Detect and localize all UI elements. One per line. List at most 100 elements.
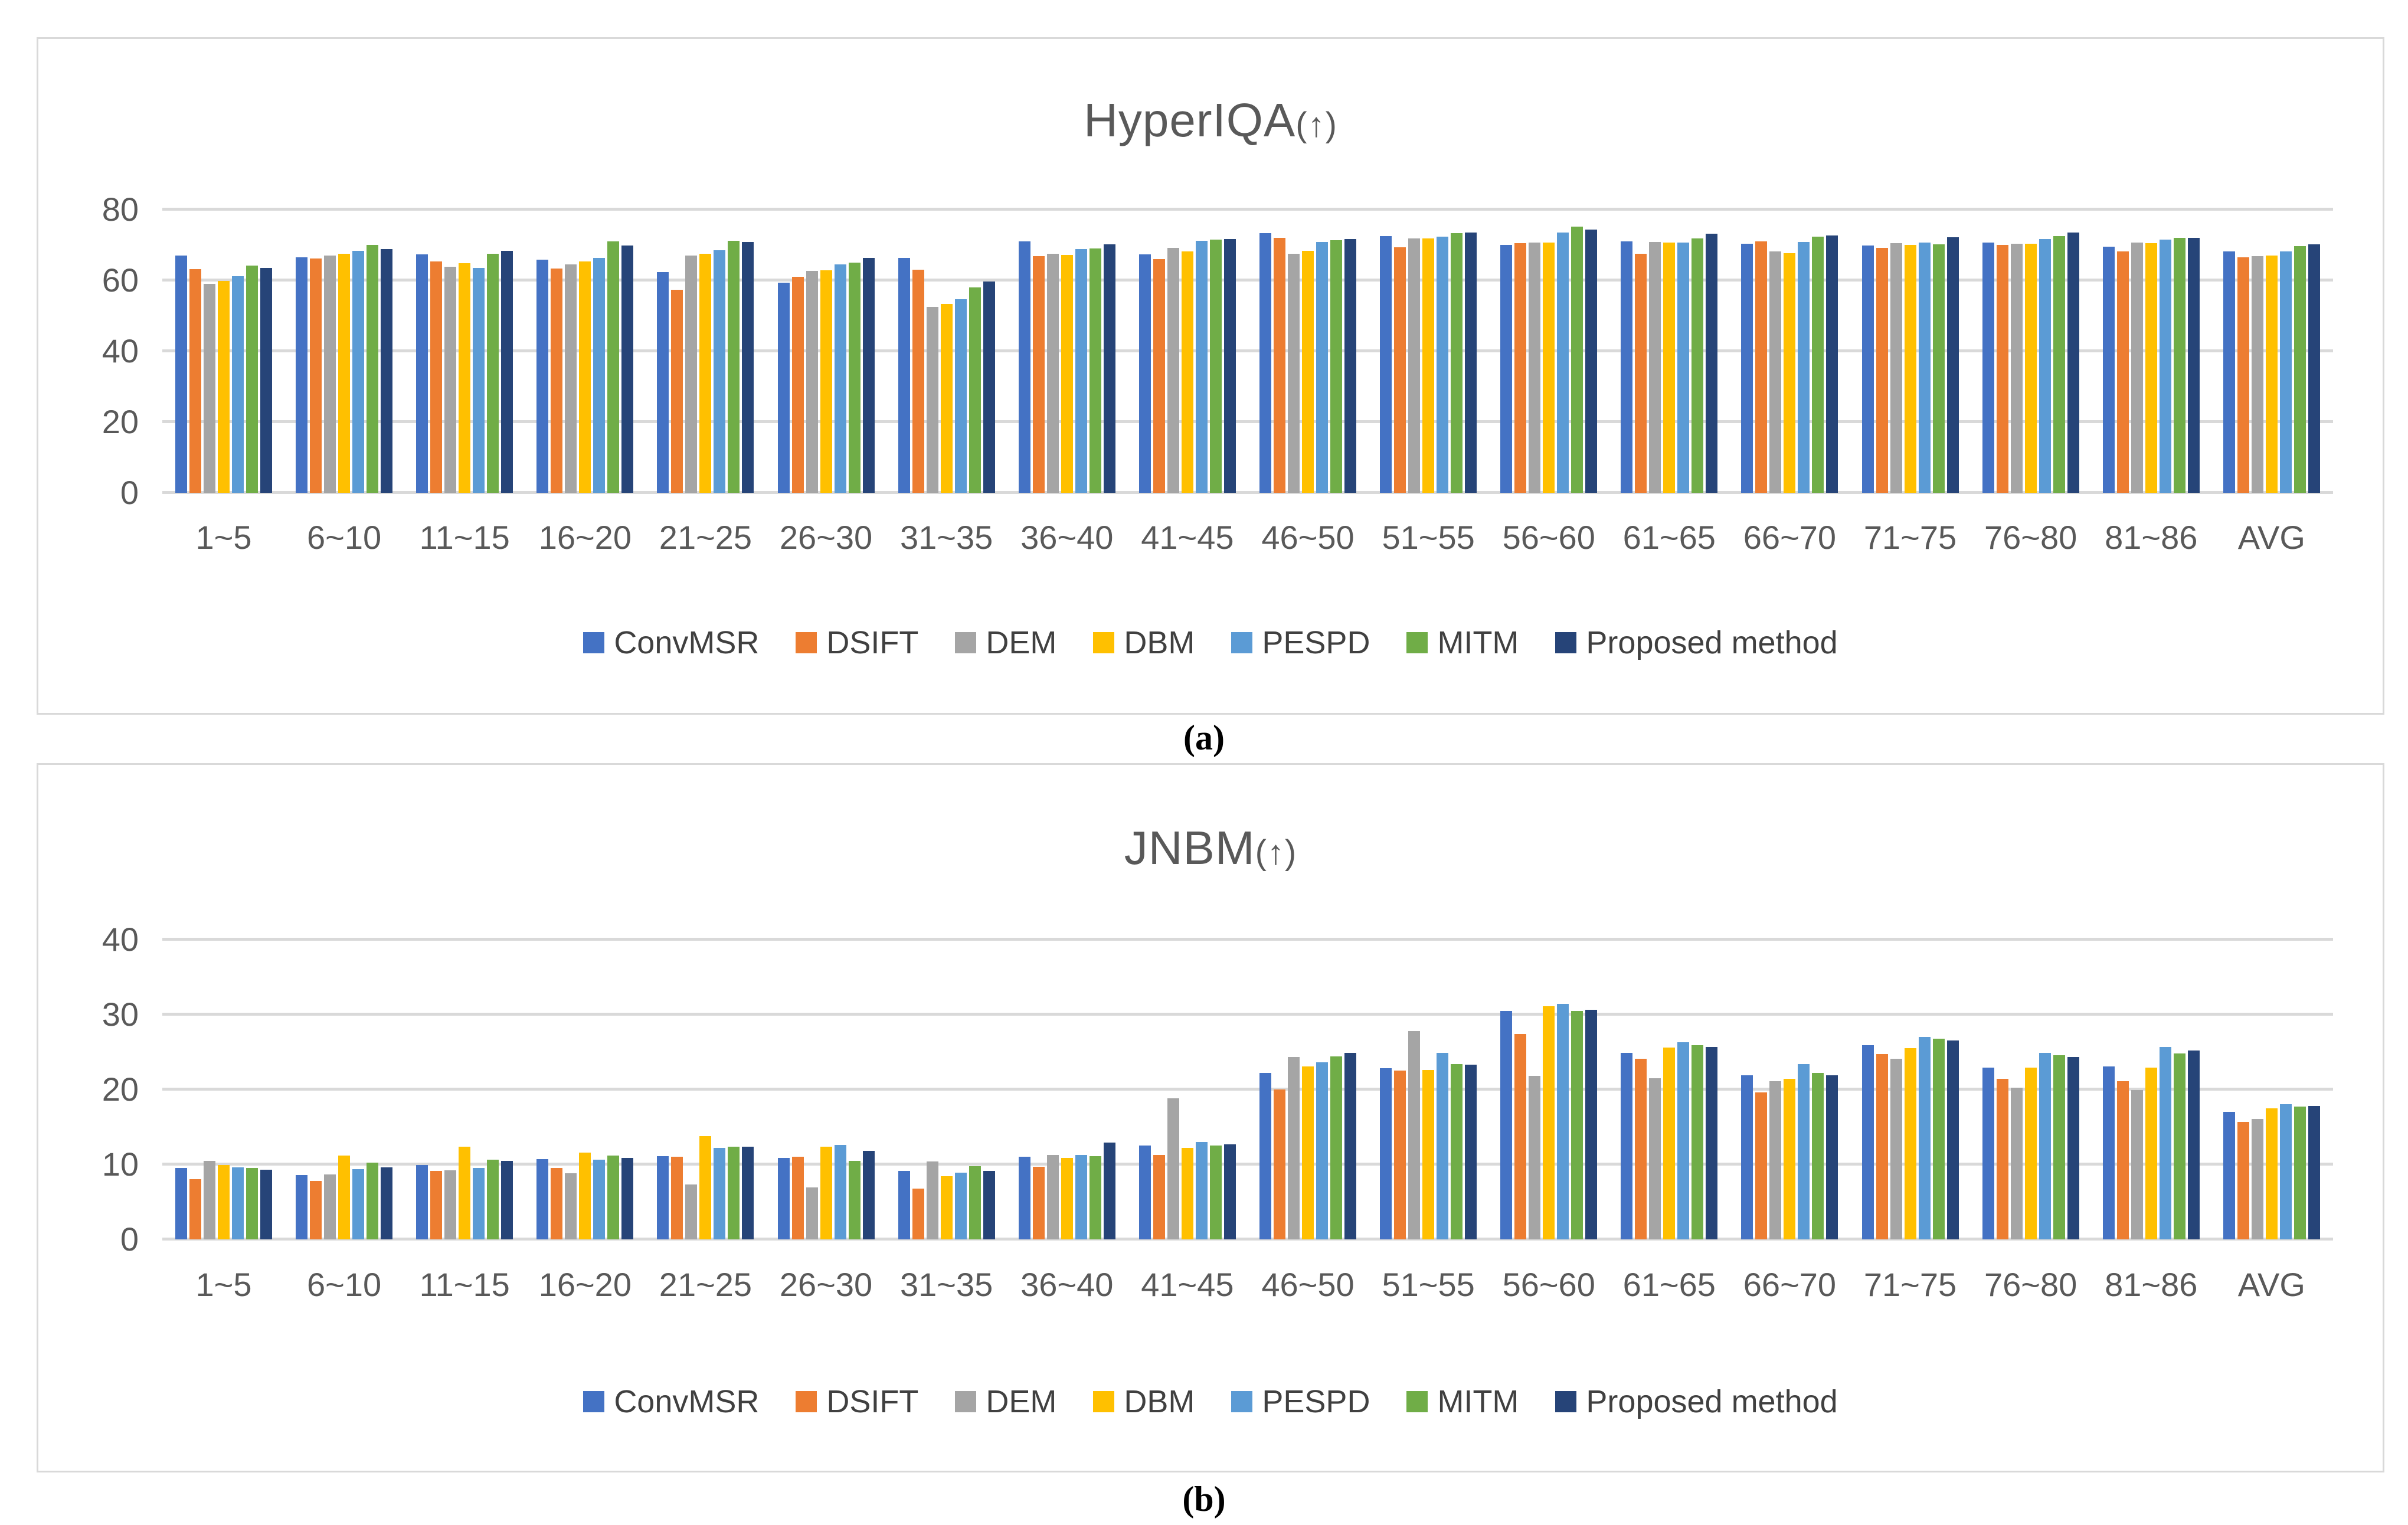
bar [954,1172,967,1239]
x-tick-label: 16~20 [538,1266,632,1303]
legend-label: Proposed method [1586,1384,1838,1419]
legend-item-proposed-method: Proposed method [1555,1383,1838,1420]
bar [1273,238,1285,493]
x-label-slot: 6~10 [296,1265,392,1304]
x-tick-label: 1~5 [195,519,252,556]
x-tick-label: 6~10 [307,1266,382,1303]
x-label-slot: 11~15 [416,1265,513,1304]
x-tick-label: 61~65 [1622,519,1716,556]
legend-item-dem: DEM [955,1383,1056,1420]
x-label-slot: 76~80 [1982,1265,2079,1304]
bar [1543,1006,1555,1239]
bar-group-51~55 [1380,940,1477,1239]
bar [2308,1105,2320,1239]
x-axis-labels: 1~5 6~10 11~15 16~20 21~25 26~30 31~35 36~40 41~… [162,518,2333,557]
bar [1769,251,1782,493]
x-label-slot: 26~30 [778,518,875,557]
legend-swatch-icon [1231,632,1253,653]
legend-label: MITM [1437,625,1519,660]
x-label-slot: 81~86 [2103,1265,2200,1304]
bar [2131,1090,2143,1239]
x-label-slot: 46~50 [1259,518,1356,557]
bar-group-46~50 [1259,940,1356,1239]
x-label-slot: 41~45 [1139,1265,1236,1304]
bar [699,1135,712,1239]
bar-group-76~80 [1982,940,2079,1239]
bar [1167,247,1179,493]
bar [1316,242,1328,493]
x-tick-label: 36~40 [1020,1266,1114,1303]
bar-group-66~70 [1741,940,1838,1239]
chart-panel-jnbm: JNBM(↑) 0 10 20 30 40 1~5 6~10 11~15 16~20 21~25… [37,763,2384,1472]
bar [2131,242,2143,493]
bar [1408,238,1421,493]
bar-group-6~10 [296,210,393,493]
plot-area: 0 10 20 30 40 [102,922,2333,1257]
bar-group-11~15 [416,210,513,493]
bar [1103,1143,1115,1239]
bar [1904,245,1916,493]
x-label-slot: 16~20 [536,1265,633,1304]
x-label-slot: 31~35 [898,518,995,557]
bar [1380,1068,1392,1239]
bar [536,260,549,493]
bar [1018,1157,1030,1239]
y-tick-label: 60 [102,261,139,299]
bar [1089,248,1101,493]
bar [189,269,201,493]
bar-groups [162,210,2333,493]
x-label-slot: 21~25 [657,1265,754,1304]
bar [834,1144,846,1239]
x-tick-label: 46~50 [1261,519,1354,556]
bar [565,264,577,493]
bar [2010,244,2023,493]
bar [1046,1154,1059,1239]
bar [367,245,379,493]
y-tick-label: 40 [102,921,139,958]
bar [926,307,938,493]
bar [536,1159,549,1239]
bar-group-46~50 [1259,210,1356,493]
bar [430,261,443,493]
legend-label: ConvMSR [614,1384,760,1419]
bar [1932,1038,1945,1239]
bar [898,1171,910,1239]
bar [2039,238,2051,493]
bar [1259,233,1271,493]
legend-swatch-icon [1406,1391,1428,1412]
gridline-y-60 [162,279,2333,282]
y-tick-label: 20 [102,403,139,440]
x-label-slot: 56~60 [1500,518,1597,557]
bar [444,267,457,493]
bar [1585,1010,1598,1239]
x-tick-label: 71~75 [1863,519,1957,556]
x-tick-label: 21~25 [659,1266,752,1303]
legend-label: DSIFT [826,625,919,660]
x-label-slot: 66~70 [1741,518,1838,557]
bar-group-76~80 [1982,210,2079,493]
gridline-y-20 [162,420,2333,423]
bar-group-11~15 [416,940,513,1239]
x-label-slot: 1~5 [175,1265,272,1304]
bar [2159,240,2171,493]
legend-swatch-icon [1231,1391,1253,1412]
bar [1437,1052,1449,1239]
x-label-slot: 71~75 [1862,1265,1959,1304]
gridline-y-0 [162,491,2333,494]
x-tick-label: 31~35 [900,519,993,556]
legend-label: DBM [1124,1384,1195,1419]
bar [1061,1157,1073,1239]
bar [1181,1148,1193,1239]
bar-group-16~20 [536,210,634,493]
bar [1089,1156,1101,1239]
bar [1273,1089,1285,1239]
bar [1330,240,1342,493]
bar [1209,240,1222,493]
bar [820,1146,832,1239]
bar-group-66~70 [1741,210,1838,493]
bar [1422,1069,1435,1239]
bar [2187,1050,2200,1239]
bar [1344,1052,1356,1239]
bar [1181,251,1193,493]
bar [1812,237,1824,493]
